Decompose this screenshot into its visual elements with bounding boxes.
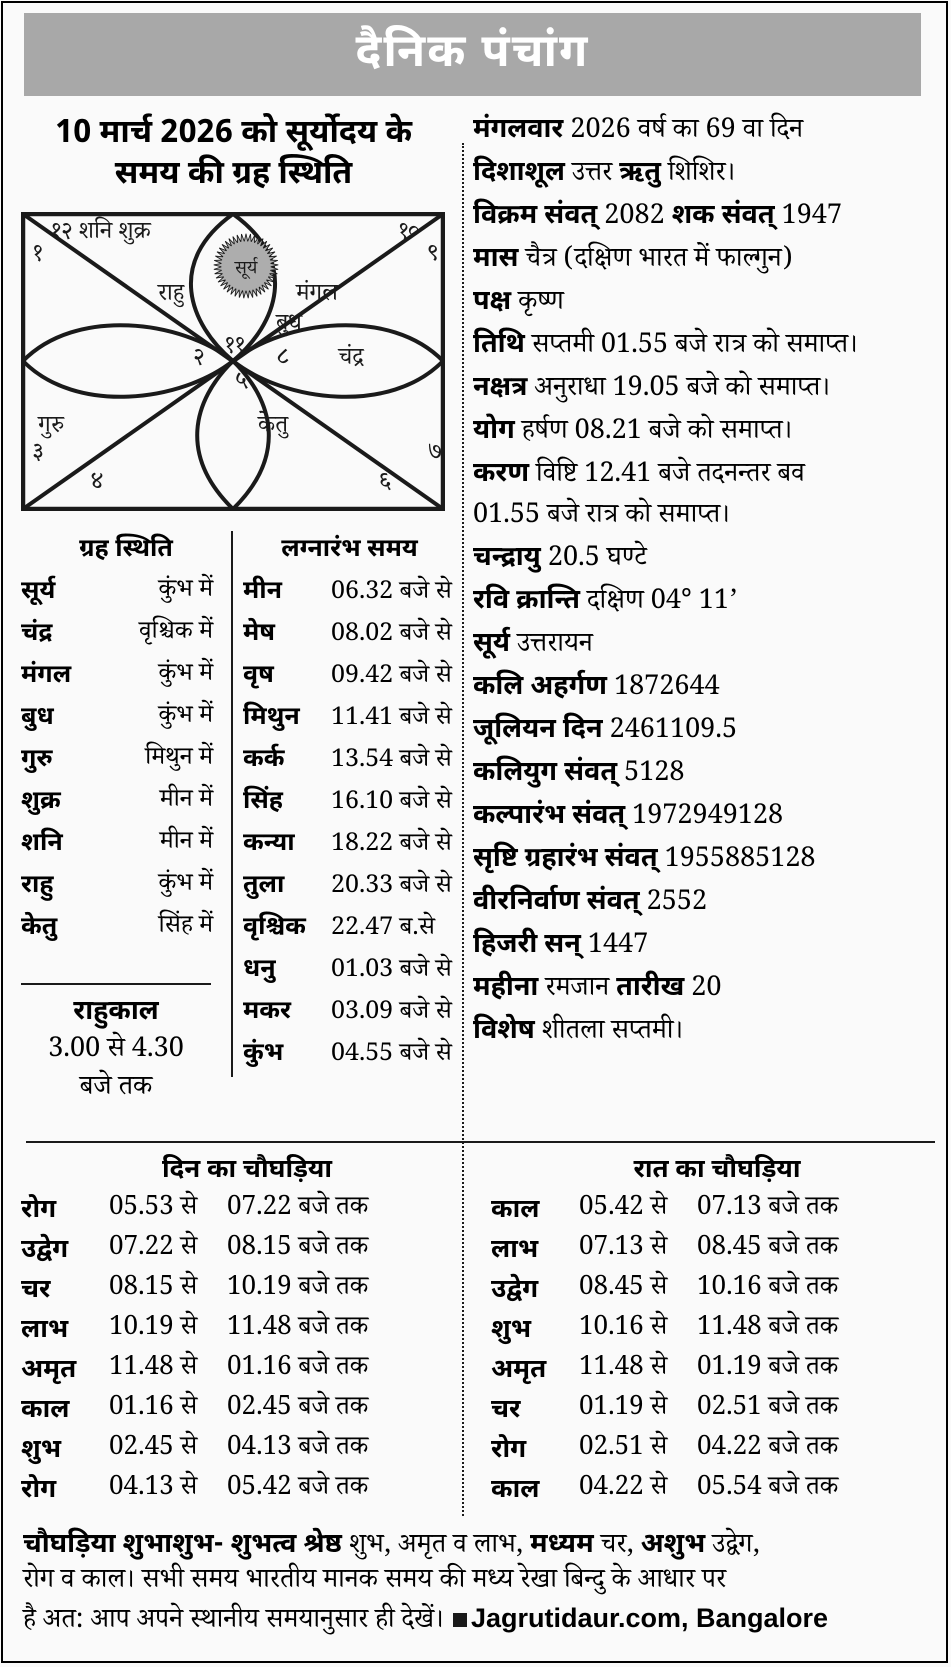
svg-text:७: ७: [428, 437, 442, 474]
svg-text:४: ४: [90, 466, 103, 503]
svg-text:३: ३: [33, 437, 44, 474]
svg-text:६: ६: [379, 466, 391, 503]
svg-text:१२ शनि शुक्र: १२ शनि शुक्र: [51, 216, 152, 253]
svg-text:५: ५: [235, 366, 249, 403]
svg-text:सूर्य: सूर्य: [234, 257, 259, 286]
svg-text:११: ११: [225, 330, 245, 367]
svg-text:९: ९: [427, 238, 438, 275]
svg-text:८: ८: [277, 342, 289, 379]
svg-text:१०: १०: [399, 216, 420, 253]
svg-text:२: २: [193, 342, 204, 379]
svg-text:केतु: केतु: [257, 410, 289, 447]
svg-text:१: १: [33, 238, 43, 275]
svg-text:राहु: राहु: [157, 278, 186, 315]
svg-text:बुध: बुध: [275, 308, 303, 345]
svg-text:चंद्र: चंद्र: [338, 342, 366, 379]
